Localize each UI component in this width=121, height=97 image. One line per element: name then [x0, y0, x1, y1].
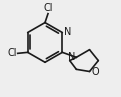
Text: Cl: Cl	[43, 3, 53, 13]
Text: Cl: Cl	[7, 48, 17, 58]
Text: N: N	[68, 52, 75, 62]
Text: O: O	[91, 67, 99, 77]
Text: N: N	[64, 26, 71, 36]
